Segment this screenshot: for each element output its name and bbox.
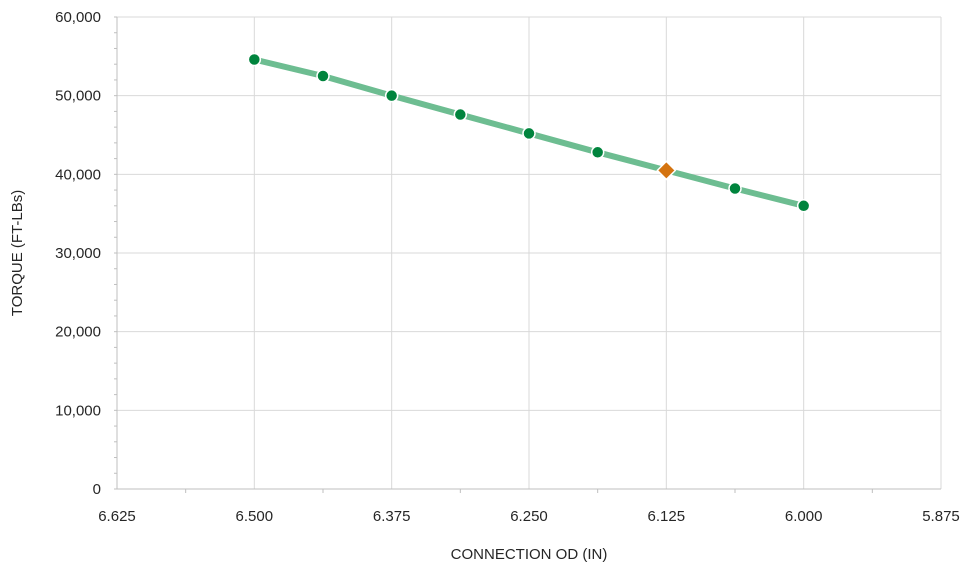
x-axis-title: CONNECTION OD (IN) [451, 546, 608, 563]
data-point [316, 69, 330, 83]
x-tick-label: 6.000 [785, 508, 823, 525]
x-tick-label: 6.375 [373, 508, 411, 525]
y-tick-label: 10,000 [55, 402, 101, 419]
axes [114, 16, 941, 493]
x-tick-label: 6.250 [510, 508, 548, 525]
x-tick-label: 6.125 [648, 508, 686, 525]
x-tick-label: 5.875 [922, 508, 960, 525]
data-point [453, 107, 468, 122]
tick-labels: 0 10,000 20,000 30,000 40,000 50,000 60,000 6.6… [55, 9, 960, 525]
y-tick-label: 30,000 [55, 245, 101, 262]
data-point [590, 145, 605, 160]
y-tick-label: 60,000 [55, 9, 101, 26]
highlight-point [656, 160, 677, 181]
data-point [522, 126, 536, 141]
data-point [384, 88, 399, 103]
data-point [247, 52, 262, 67]
gridlines [117, 16, 942, 489]
x-tick-label: 6.500 [236, 508, 274, 525]
y-axis-title: TORQUE (FT-LBs) [9, 190, 26, 316]
x-tick-label: 6.625 [98, 508, 136, 525]
y-tick-label: 0 [93, 481, 101, 498]
y-tick-label: 20,000 [55, 324, 101, 341]
data-point [728, 181, 742, 196]
data-series [247, 52, 811, 213]
data-point [796, 199, 811, 213]
y-tick-label: 40,000 [55, 166, 101, 183]
y-tick-label: 50,000 [55, 88, 101, 105]
